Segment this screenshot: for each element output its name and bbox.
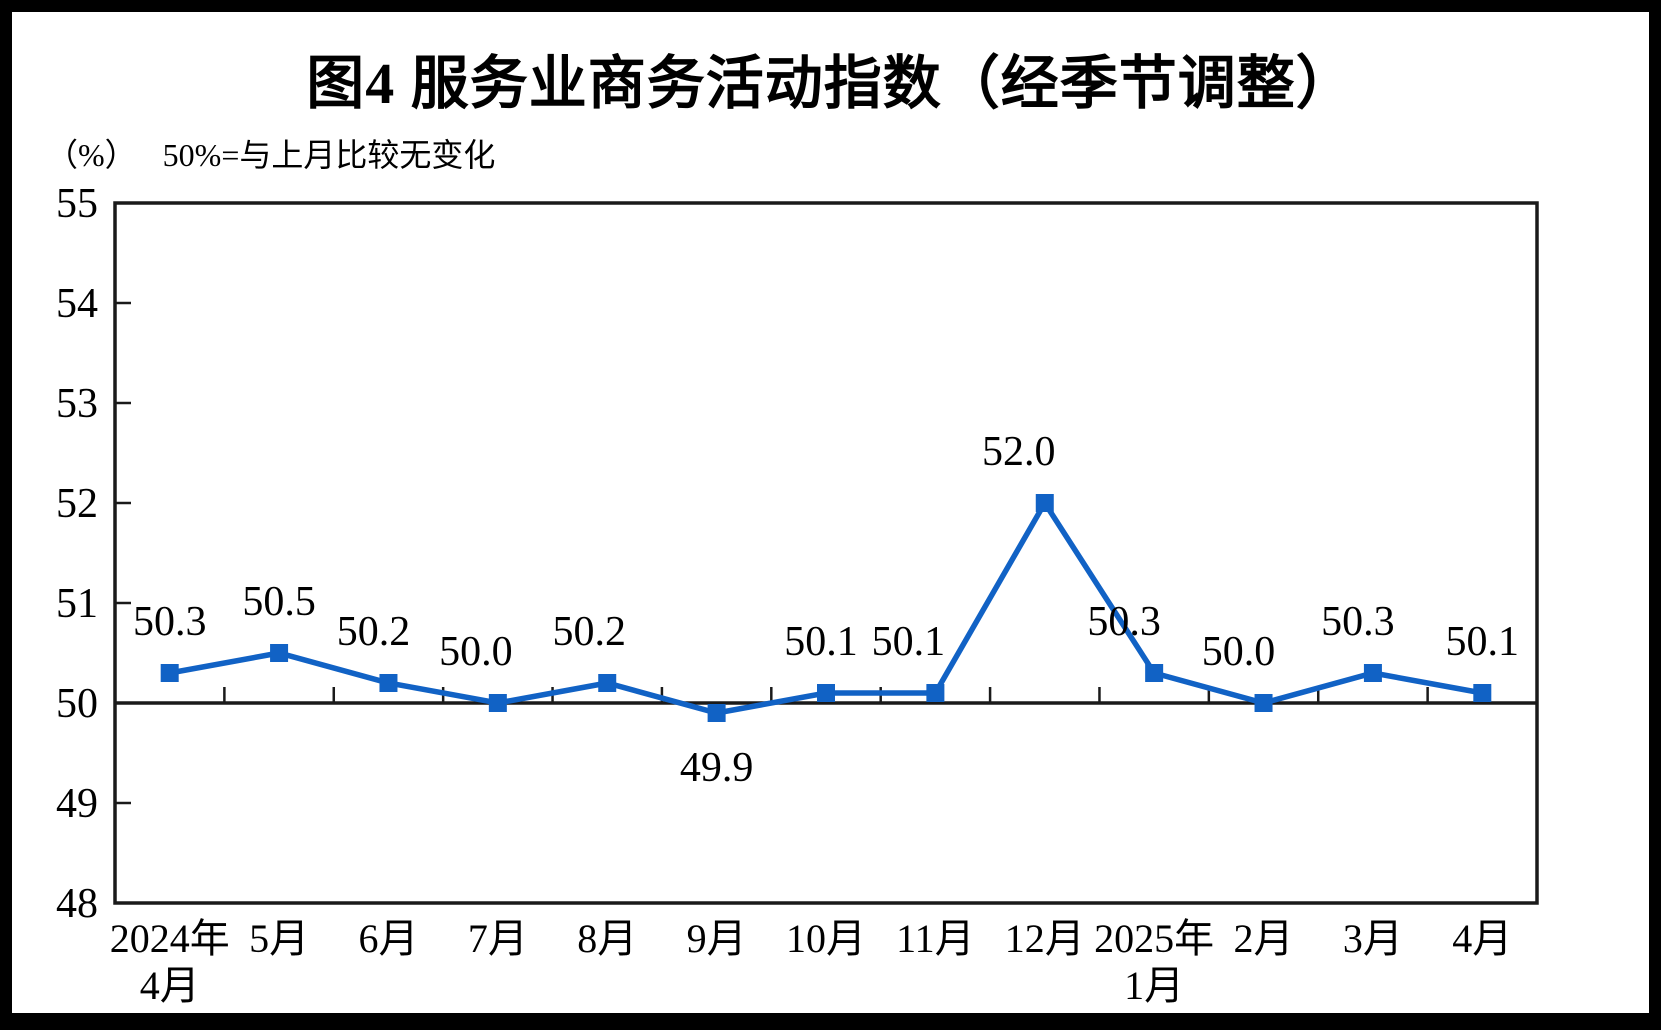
y-axis-label: 50 [56,681,98,727]
y-axis-label: 51 [56,581,98,627]
data-point-marker [598,674,617,692]
y-axis-label: 52 [56,481,98,527]
data-point-marker [488,694,507,712]
data-point-label: 50.5 [242,579,316,625]
data-point-label: 50.3 [133,599,207,645]
x-axis-label: 3月 [1343,916,1403,961]
x-axis-label: 9月 [687,916,747,961]
x-axis-label: 10月 [786,916,866,961]
data-point-label: 50.3 [1087,599,1161,645]
x-axis-label: 4月 [1452,916,1512,961]
x-axis-label: 6月 [358,916,418,961]
x-axis-label: 2月 [1234,916,1294,961]
x-axis-label: 1月 [1124,963,1184,1008]
page-background: 图4 服务业商务活动指数（经季节调整） （%） 50%=与上月比较无变化 [12,12,1649,1013]
x-axis-label: 4月 [140,963,200,1008]
y-axis-label: 49 [56,781,98,827]
data-point-label: 50.1 [784,619,858,665]
y-axis-label: 48 [56,881,98,927]
data-point-marker [926,684,945,702]
y-axis-label: 55 [56,181,98,227]
chart-subtitle: （%） 50%=与上月比较无变化 [46,130,495,176]
x-axis-label: 2025年 [1094,916,1214,961]
data-point-marker [1035,494,1054,512]
data-point-label: 50.1 [872,619,946,665]
y-axis-label: 54 [56,281,98,327]
data-point-label: 50.2 [337,609,411,655]
chart-title: 图4 服务业商务活动指数（经季节调整） [306,51,1355,116]
series-line [169,497,1483,716]
x-axis-label: 7月 [468,916,528,961]
x-axis-label: 8月 [577,916,637,961]
x-axis-label: 2024年 [110,916,230,961]
data-point-label: 50.3 [1321,599,1395,645]
data-point-label: 50.2 [552,609,626,655]
x-axis-label: 12月 [1005,916,1085,961]
data-point-marker [160,664,179,682]
data-point-marker [707,704,726,722]
data-point-marker [1145,664,1164,682]
x-axis-label: 11月 [896,916,975,961]
baseline-note: 50%=与上月比较无变化 [162,137,496,173]
data-point-label: 50.1 [1446,619,1520,665]
data-point-label: 49.9 [680,745,754,791]
data-point-marker [1473,684,1492,702]
plot-border [113,201,1539,905]
x-axis-label: 5月 [249,916,309,961]
data-point-marker [1363,664,1382,682]
y-axis-label: 53 [56,381,98,427]
data-point-label: 52.0 [982,429,1056,475]
data-point-marker [817,684,835,702]
data-point-label: 50.0 [439,629,513,675]
data-point-label: 50.0 [1202,629,1276,675]
data-point-marker [270,644,289,662]
data-point-marker [379,674,398,692]
data-point-marker [1254,694,1273,712]
unit-label: （%） [46,137,137,173]
